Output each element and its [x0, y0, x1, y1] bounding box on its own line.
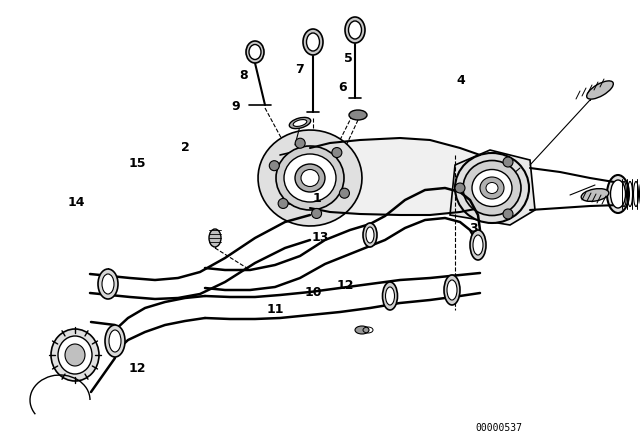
Text: 5: 5	[344, 52, 353, 65]
Text: 9: 9	[231, 100, 240, 113]
Text: 3: 3	[469, 222, 478, 235]
Ellipse shape	[276, 146, 344, 210]
Text: 12: 12	[129, 362, 147, 375]
Polygon shape	[258, 130, 362, 226]
Ellipse shape	[293, 120, 307, 126]
Ellipse shape	[303, 29, 323, 55]
Circle shape	[312, 208, 321, 219]
Text: 2: 2	[181, 141, 190, 155]
Circle shape	[455, 183, 465, 193]
Ellipse shape	[486, 182, 498, 194]
Ellipse shape	[363, 223, 377, 247]
Ellipse shape	[349, 21, 362, 39]
Text: 14: 14	[68, 196, 86, 209]
Polygon shape	[310, 138, 480, 215]
Ellipse shape	[98, 269, 118, 299]
Text: 6: 6	[338, 81, 347, 94]
Circle shape	[503, 157, 513, 167]
Circle shape	[278, 198, 288, 208]
Ellipse shape	[607, 175, 629, 213]
Text: 15: 15	[129, 157, 147, 170]
Ellipse shape	[480, 177, 504, 199]
Text: 10: 10	[305, 285, 323, 299]
Ellipse shape	[447, 280, 457, 300]
Ellipse shape	[581, 189, 609, 202]
Ellipse shape	[51, 329, 99, 381]
Ellipse shape	[345, 17, 365, 43]
Text: 11: 11	[266, 302, 284, 316]
Ellipse shape	[611, 180, 625, 208]
Polygon shape	[450, 150, 535, 225]
Ellipse shape	[473, 235, 483, 255]
Ellipse shape	[295, 164, 325, 192]
Circle shape	[339, 188, 349, 198]
Text: 8: 8	[239, 69, 248, 82]
Text: 13: 13	[311, 231, 329, 244]
Ellipse shape	[301, 169, 319, 186]
Circle shape	[332, 147, 342, 158]
Ellipse shape	[470, 230, 486, 260]
Ellipse shape	[444, 275, 460, 305]
Circle shape	[503, 209, 513, 219]
Ellipse shape	[463, 160, 521, 215]
Ellipse shape	[355, 326, 369, 334]
Ellipse shape	[289, 117, 310, 129]
Text: 1: 1	[312, 191, 321, 205]
Text: 4: 4	[456, 74, 465, 87]
Ellipse shape	[249, 44, 261, 60]
Text: 7: 7	[295, 63, 304, 76]
Circle shape	[269, 161, 279, 171]
Ellipse shape	[307, 33, 319, 51]
Ellipse shape	[366, 227, 374, 243]
Ellipse shape	[102, 274, 114, 294]
Ellipse shape	[284, 154, 336, 202]
Ellipse shape	[587, 81, 613, 99]
Ellipse shape	[385, 287, 394, 305]
Ellipse shape	[65, 344, 85, 366]
Ellipse shape	[58, 336, 92, 374]
Ellipse shape	[109, 330, 121, 352]
Text: 12: 12	[337, 279, 355, 293]
Ellipse shape	[246, 41, 264, 63]
Ellipse shape	[472, 169, 512, 207]
Ellipse shape	[349, 110, 367, 120]
Ellipse shape	[105, 325, 125, 357]
Ellipse shape	[383, 282, 397, 310]
Ellipse shape	[455, 153, 529, 223]
Circle shape	[295, 138, 305, 148]
Ellipse shape	[209, 229, 221, 247]
Text: 00000537: 00000537	[476, 423, 523, 433]
